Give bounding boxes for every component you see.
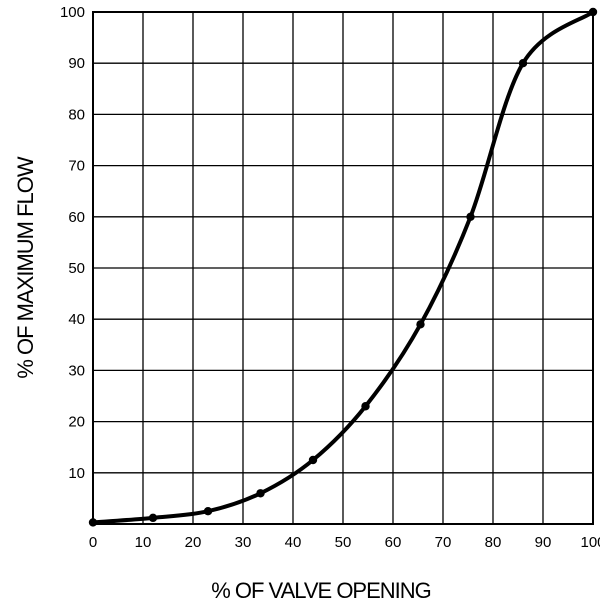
x-tick-label: 60	[385, 534, 402, 551]
y-tick-label: 30	[68, 362, 85, 379]
x-axis-label: % OF VALVE OPENING	[211, 578, 431, 603]
data-point	[308, 455, 318, 465]
data-point	[416, 320, 425, 329]
x-tick-label: 10	[135, 534, 152, 551]
x-tick-label: 70	[435, 534, 452, 551]
data-point	[361, 402, 370, 411]
data-point	[88, 518, 98, 527]
x-tick-label: 80	[485, 534, 502, 551]
y-axis-label: % OF MAXIMUM FLOW	[13, 156, 38, 379]
x-tick-label: 40	[285, 534, 302, 551]
x-tick-label: 30	[235, 534, 252, 551]
plot-frame	[92, 11, 594, 525]
series-markers	[88, 7, 598, 527]
y-tick-label: 40	[68, 311, 85, 328]
y-tick-label: 50	[68, 260, 85, 277]
x-tick-label: 50	[335, 534, 352, 551]
x-tick-label: 20	[185, 534, 202, 551]
x-tick-label: 90	[535, 534, 552, 551]
y-tick-label: 20	[68, 414, 85, 431]
y-tick-label: 60	[68, 209, 85, 226]
data-point	[588, 7, 598, 17]
data-point	[148, 513, 158, 523]
y-tick-label: 80	[68, 106, 85, 123]
y-tick-label: 90	[68, 55, 85, 72]
data-point	[203, 507, 213, 516]
grid	[92, 11, 594, 524]
data-point	[466, 212, 475, 221]
y-tick-labels: 10 20 30 40 50 60 70 80 90 100	[60, 4, 85, 482]
y-tick-label: 100	[60, 4, 85, 21]
y-tick-label: 10	[68, 465, 85, 482]
data-point	[256, 489, 265, 498]
data-point	[518, 59, 528, 68]
y-tick-label: 70	[68, 158, 85, 175]
x-tick-labels: 0 10 20 30 40 50 60 70 80 90 100	[89, 534, 600, 551]
x-tick-label: 0	[89, 534, 97, 551]
x-tick-label: 100	[580, 534, 600, 551]
